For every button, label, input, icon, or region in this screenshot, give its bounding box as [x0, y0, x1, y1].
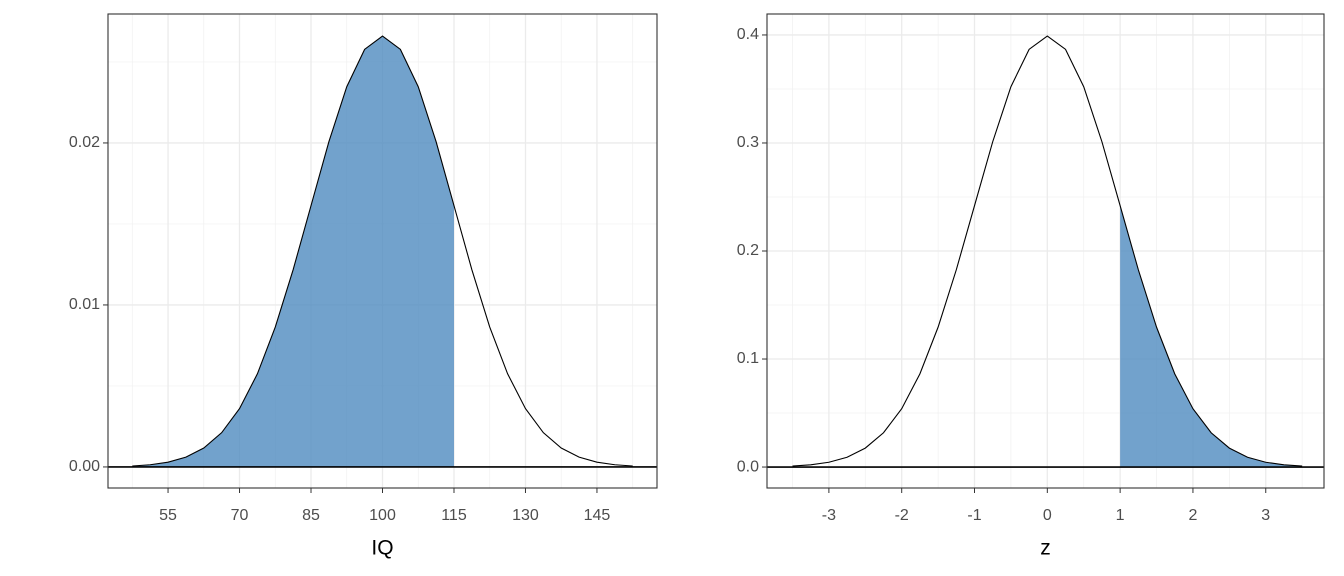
x-axis-title: z [1040, 537, 1051, 560]
x-tick-label: -2 [895, 507, 909, 524]
x-tick-label: 130 [512, 507, 539, 524]
x-tick-label: 0 [1043, 507, 1052, 524]
x-tick-label: 115 [441, 507, 467, 524]
y-tick-label: 0.4 [737, 26, 759, 43]
x-axis-title: IQ [371, 537, 393, 560]
density-curve [792, 35, 1303, 467]
x-tick-label: 3 [1261, 507, 1270, 524]
x-tick-label: 1 [1116, 507, 1125, 524]
y-tick-label: 0.1 [737, 350, 759, 367]
x-tick-label: 2 [1188, 507, 1197, 524]
x-tick-label: 85 [302, 507, 320, 524]
y-tick-label: 0.01 [69, 296, 100, 313]
x-tick-label: 145 [584, 507, 611, 524]
x-tick-label: 100 [369, 507, 396, 524]
x-tick-label: -3 [822, 507, 836, 524]
y-tick-label: 0.00 [69, 458, 100, 475]
y-tick-label: 0.3 [737, 134, 759, 151]
shaded-area [1120, 205, 1303, 468]
x-tick-label: -1 [967, 507, 981, 524]
y-tick-label: 0.2 [737, 242, 759, 259]
y-tick-label: 0.0 [737, 458, 759, 475]
density-curve [132, 35, 633, 467]
shaded-area [132, 36, 454, 467]
x-tick-label: 70 [231, 507, 249, 524]
panel-border [766, 13, 1325, 489]
panel-border [107, 13, 658, 489]
x-tick-label: 55 [159, 507, 177, 524]
y-tick-label: 0.02 [69, 134, 100, 151]
